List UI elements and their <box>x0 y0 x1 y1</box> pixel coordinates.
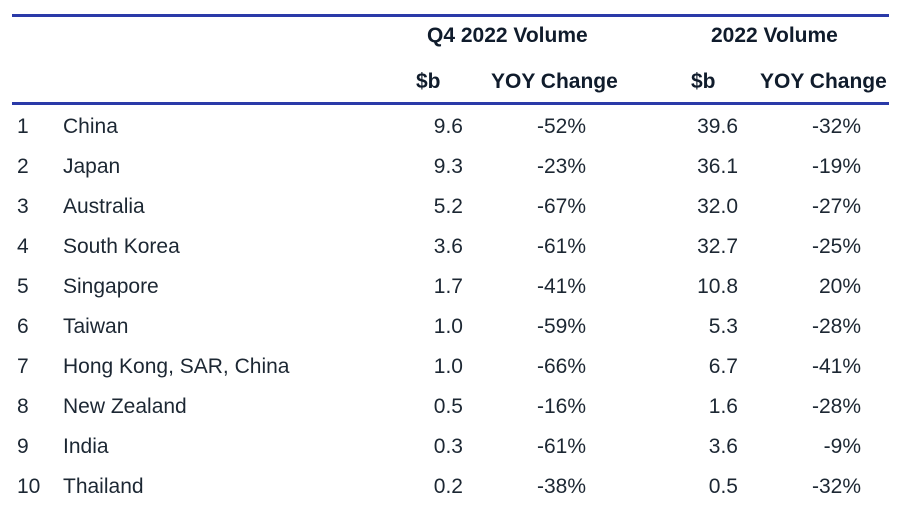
year-value-cell: 1.6 <box>708 395 738 418</box>
year-value-cell: 6.7 <box>708 355 738 378</box>
top-rule <box>12 14 889 17</box>
country-cell: China <box>63 115 118 138</box>
table-row: 4 South Korea 3.6 -61% 32.7 -25% <box>0 235 900 275</box>
q4-yoy-cell: -52% <box>536 115 586 138</box>
q4-value-cell: 9.3 <box>433 155 463 178</box>
country-cell: New Zealand <box>63 395 187 418</box>
year-yoy-cell: 20% <box>818 275 861 298</box>
q4-value-cell: 0.2 <box>433 475 463 498</box>
year-yoy-cell: -25% <box>811 235 861 258</box>
rank-cell: 5 <box>17 275 29 298</box>
table-row: 10 Thailand 0.2 -38% 0.5 -32% <box>0 475 900 515</box>
q4-value-cell: 1.7 <box>433 275 463 298</box>
country-cell: Hong Kong, SAR, China <box>63 355 290 378</box>
rank-cell: 8 <box>17 395 29 418</box>
q4-value-cell: 3.6 <box>433 235 463 258</box>
rank-cell: 10 <box>17 475 41 498</box>
q4-yoy-cell: -66% <box>536 355 586 378</box>
year-yoy-cell: -28% <box>811 395 861 418</box>
country-cell: Singapore <box>63 275 159 298</box>
q4-yoy-cell: -38% <box>536 475 586 498</box>
year-value-cell: 32.7 <box>697 235 738 258</box>
rank-cell: 7 <box>17 355 29 378</box>
rank-cell: 2 <box>17 155 29 178</box>
year-value-cell: 5.3 <box>708 315 738 338</box>
year-value-cell: 32.0 <box>697 195 738 218</box>
country-cell: Thailand <box>63 475 144 498</box>
table-row: 9 India 0.3 -61% 3.6 -9% <box>0 435 900 475</box>
header-q4-2022-volume: Q4 2022 Volume <box>427 24 588 47</box>
subheader-year-yoy-change: YOY Change <box>760 70 887 93</box>
rank-cell: 3 <box>17 195 29 218</box>
q4-yoy-cell: -23% <box>536 155 586 178</box>
year-yoy-cell: -19% <box>811 155 861 178</box>
year-value-cell: 36.1 <box>697 155 738 178</box>
rank-cell: 9 <box>17 435 29 458</box>
rank-cell: 1 <box>17 115 29 138</box>
year-value-cell: 3.6 <box>708 435 738 458</box>
table-row: 3 Australia 5.2 -67% 32.0 -27% <box>0 195 900 235</box>
year-yoy-cell: -28% <box>811 315 861 338</box>
rank-cell: 6 <box>17 315 29 338</box>
q4-yoy-cell: -59% <box>536 315 586 338</box>
q4-value-cell: 1.0 <box>433 355 463 378</box>
q4-yoy-cell: -61% <box>536 235 586 258</box>
country-cell: Taiwan <box>63 315 129 338</box>
header-2022-volume: 2022 Volume <box>711 24 838 47</box>
q4-value-cell: 0.5 <box>433 395 463 418</box>
q4-yoy-cell: -16% <box>536 395 586 418</box>
subheader-q4-yoy-change: YOY Change <box>491 70 618 93</box>
table-row: 1 China 9.6 -52% 39.6 -32% <box>0 115 900 155</box>
year-value-cell: 39.6 <box>697 115 738 138</box>
table-row: 7 Hong Kong, SAR, China 1.0 -66% 6.7 -41% <box>0 355 900 395</box>
q4-value-cell: 5.2 <box>433 195 463 218</box>
subheader-q4-billions: $b <box>416 70 441 93</box>
country-cell: India <box>63 435 109 458</box>
year-yoy-cell: -27% <box>811 195 861 218</box>
q4-value-cell: 1.0 <box>433 315 463 338</box>
country-cell: Australia <box>63 195 145 218</box>
subheader-year-billions: $b <box>691 70 716 93</box>
year-yoy-cell: -41% <box>811 355 861 378</box>
year-value-cell: 10.8 <box>697 275 738 298</box>
q4-value-cell: 9.6 <box>433 115 463 138</box>
country-cell: South Korea <box>63 235 180 258</box>
table-row: 6 Taiwan 1.0 -59% 5.3 -28% <box>0 315 900 355</box>
table-row: 2 Japan 9.3 -23% 36.1 -19% <box>0 155 900 195</box>
table-row: 8 New Zealand 0.5 -16% 1.6 -28% <box>0 395 900 435</box>
q4-value-cell: 0.3 <box>433 435 463 458</box>
rank-cell: 4 <box>17 235 29 258</box>
year-yoy-cell: -32% <box>811 115 861 138</box>
q4-yoy-cell: -67% <box>536 195 586 218</box>
header-rule <box>12 102 889 105</box>
table-row: 5 Singapore 1.7 -41% 10.8 20% <box>0 275 900 315</box>
year-yoy-cell: -32% <box>811 475 861 498</box>
q4-yoy-cell: -41% <box>536 275 586 298</box>
year-yoy-cell: -9% <box>823 435 861 458</box>
q4-yoy-cell: -61% <box>536 435 586 458</box>
country-cell: Japan <box>63 155 121 178</box>
year-value-cell: 0.5 <box>708 475 738 498</box>
